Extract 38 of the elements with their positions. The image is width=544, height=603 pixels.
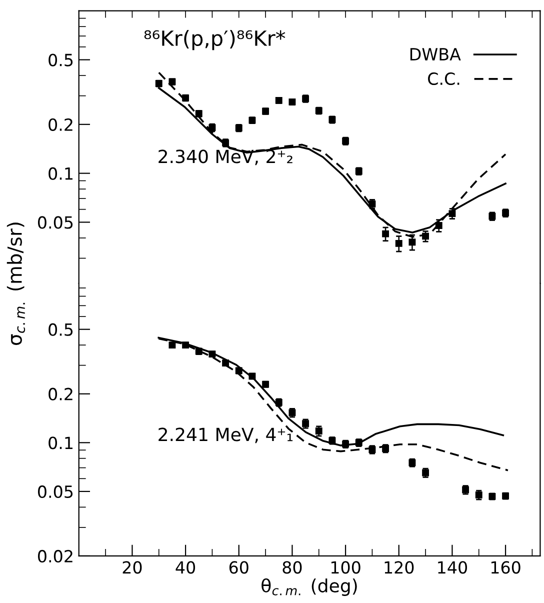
point [182,342,190,349]
y-tick-label: 0.05 [38,485,73,498]
x-tick-label: 140 [438,561,467,574]
y-tick-label: 0.1 [48,436,72,450]
y-tick-label: 0.02 [38,550,72,563]
x-tick-label: 40 [176,561,196,574]
point [315,428,322,434]
point [395,240,402,247]
text: ⁸⁶Kr(p,p′)⁸⁶Kr* [144,30,286,50]
y-tick-label: 0.2 [48,118,72,131]
x-tick-label: 100 [331,561,360,574]
point [448,210,456,218]
y-tick-label: 0.2 [48,388,72,400]
y-axis-title: σ$_{c.m.}$ (mb/sr) [6,222,26,345]
x-tick-label: 120 [384,561,414,574]
annotation: 2.241 MeV, 4⁺₁ [158,428,293,444]
y-tick-label: 0.5 [48,323,73,336]
point [475,491,482,498]
x-tick-label: 80 [282,561,302,574]
x-axis-title: θ$_{c.m.}$ (deg) [262,578,357,596]
point [435,222,442,229]
point [222,360,230,366]
point [168,342,176,349]
point [208,350,216,358]
x-tick-label: 160 [491,561,520,574]
point [408,238,416,246]
y-tick-label: 0.05 [38,216,73,229]
x-tick-label: 20 [122,561,142,574]
point [275,96,282,104]
x-tick-label: 60 [229,561,248,574]
legend-label: C.C. [428,72,460,86]
point [422,232,430,240]
legend-label: DWBA [410,48,461,60]
point [288,98,296,106]
point [368,200,376,208]
point [382,230,390,238]
y-tick-label: 0.5 [48,54,73,66]
y-tick-label: 0.1 [48,167,72,180]
